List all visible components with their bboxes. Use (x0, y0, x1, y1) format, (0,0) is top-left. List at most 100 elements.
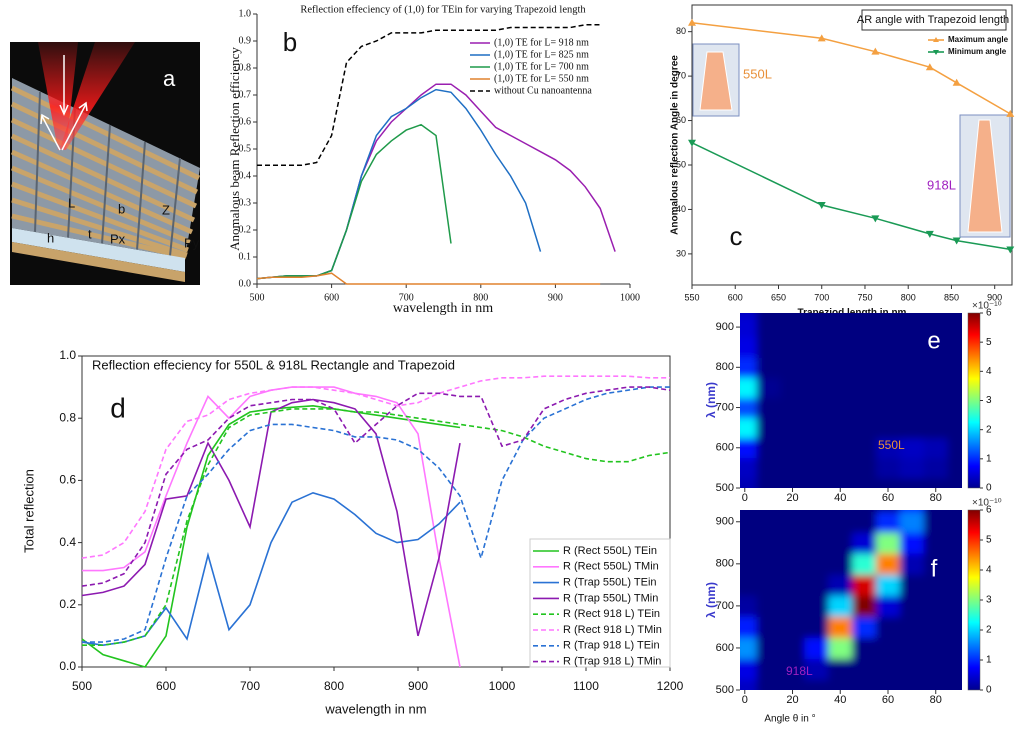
heatmap-cell (740, 595, 758, 617)
series-line (81, 491, 461, 647)
heatmap-cell (947, 574, 962, 596)
y-tick-label: 0.4 (59, 535, 76, 549)
legend-label: R (Rect 918 L) TMin (563, 624, 662, 636)
heatmap-cell (756, 574, 782, 596)
heatmap-cell (923, 510, 949, 512)
x-tick-label: 0 (742, 492, 748, 504)
panel: 0 1 2 3 4 5 6×10⁻¹⁰ 0 20 40 60 80 500 600 700 800 900 Ang… (704, 498, 1001, 725)
colorbar-tick-label: 5 (986, 337, 992, 348)
y-tick-label: 600 (716, 642, 734, 654)
legend-marker (933, 50, 939, 55)
x-axis-label: Angle θ in ° (764, 714, 815, 725)
legend-label: R (Trap 550L) TMin (563, 592, 658, 604)
heatmap-cell (876, 679, 901, 690)
heatmap-cell (923, 437, 949, 459)
series-line (256, 123, 452, 280)
x-axis-label: wavelength in nm (324, 701, 426, 716)
heatmap-cell (740, 377, 758, 398)
heatmap-cell (899, 510, 925, 512)
colorbar-tick-label: 6 (986, 308, 992, 319)
colorbar-tick-label: 1 (986, 453, 992, 464)
x-tick-label: 20 (786, 694, 798, 706)
illustration: a L b Z h Px t Py (10, 42, 201, 285)
marker (817, 34, 826, 42)
x-tick-label: 600 (728, 292, 743, 302)
heatmap-cell (740, 511, 758, 533)
heatmap-cell (947, 477, 962, 488)
heatmap-cell (852, 637, 877, 659)
heatmap-cell (852, 595, 877, 617)
heatmap-cell (756, 437, 782, 459)
heatmap-cell (899, 357, 925, 378)
heatmap-cell (756, 397, 782, 419)
colorbar-tick-label: 4 (986, 366, 992, 377)
marker (871, 215, 880, 223)
panel-label: f (931, 555, 938, 582)
heatmap-cell (899, 679, 925, 690)
heatmap-cell (740, 658, 758, 680)
heatmap-cell (923, 357, 949, 378)
x-tick-label: 600 (156, 679, 176, 693)
slab-front (12, 228, 185, 272)
marker (925, 230, 934, 238)
legend-label: without Cu nanoantenna (494, 85, 592, 96)
x-tick-label: 850 (944, 292, 959, 302)
y-tick-label: 500 (716, 684, 734, 696)
heatmap-cell (947, 377, 962, 398)
heatmap-cell (876, 337, 901, 358)
heatmap-cell (899, 337, 925, 358)
heatmap-cell (756, 658, 782, 680)
y-tick-label: 0.6 (59, 473, 76, 487)
legend-label: R (Rect 918 L) TEin (563, 608, 660, 620)
heatmap-cell (899, 397, 925, 419)
heatmap (740, 510, 962, 690)
x-axis-label: wavelength in nm (393, 301, 493, 316)
heatmap-cell (947, 553, 962, 575)
incident-beam (38, 42, 78, 150)
heatmap-cell (852, 477, 877, 488)
heatmap-cell (804, 313, 829, 318)
heatmap-cell (828, 417, 853, 439)
annotation: 918L (786, 664, 813, 678)
heatmap-cell (923, 377, 949, 398)
colorbar-tick-label: 4 (986, 565, 992, 576)
heatmap-cell (756, 317, 782, 338)
heatmap-cell (828, 510, 853, 512)
heatmap-cell (804, 637, 829, 659)
y-tick-label: 800 (716, 558, 734, 570)
heatmap-cell (899, 317, 925, 338)
heatmap-cell (780, 595, 805, 617)
y-tick-label: 0.2 (59, 597, 76, 611)
annotation: h (47, 230, 54, 245)
heatmap-cell (756, 457, 782, 479)
annotation: 918L (927, 177, 956, 192)
reflected-beam (60, 42, 135, 150)
title-box (861, 9, 1007, 31)
heatmap-cell (852, 457, 877, 479)
x-tick-label: 40 (834, 694, 846, 706)
slab-base (12, 242, 185, 282)
heatmap-cell (804, 337, 829, 358)
annotation: Px (110, 231, 126, 246)
heatmap-cell (804, 553, 829, 575)
legend-label: R (Rect 550L) TMin (563, 561, 659, 573)
heatmap-cell (828, 616, 853, 638)
heatmap-cell (899, 532, 925, 554)
heatmap-cell (947, 317, 962, 338)
annotation: 550L (743, 66, 772, 81)
series-line (691, 142, 1011, 251)
inset-918 (959, 114, 1011, 238)
annotation: Z (162, 202, 170, 217)
heatmap-cell (923, 457, 949, 479)
heatmap-cell (899, 553, 925, 575)
heatmap-cell (740, 417, 758, 439)
y-axis-label: λ (nm) (704, 582, 718, 618)
heatmap-cell (828, 377, 853, 398)
x-tick-label: 0 (742, 694, 748, 706)
y-tick-label: 0.0 (59, 659, 76, 673)
y-tick-label: 0.5 (239, 143, 252, 154)
y-tick-label: 0.9 (239, 35, 252, 46)
colorbar-tick-label: 5 (986, 535, 992, 546)
